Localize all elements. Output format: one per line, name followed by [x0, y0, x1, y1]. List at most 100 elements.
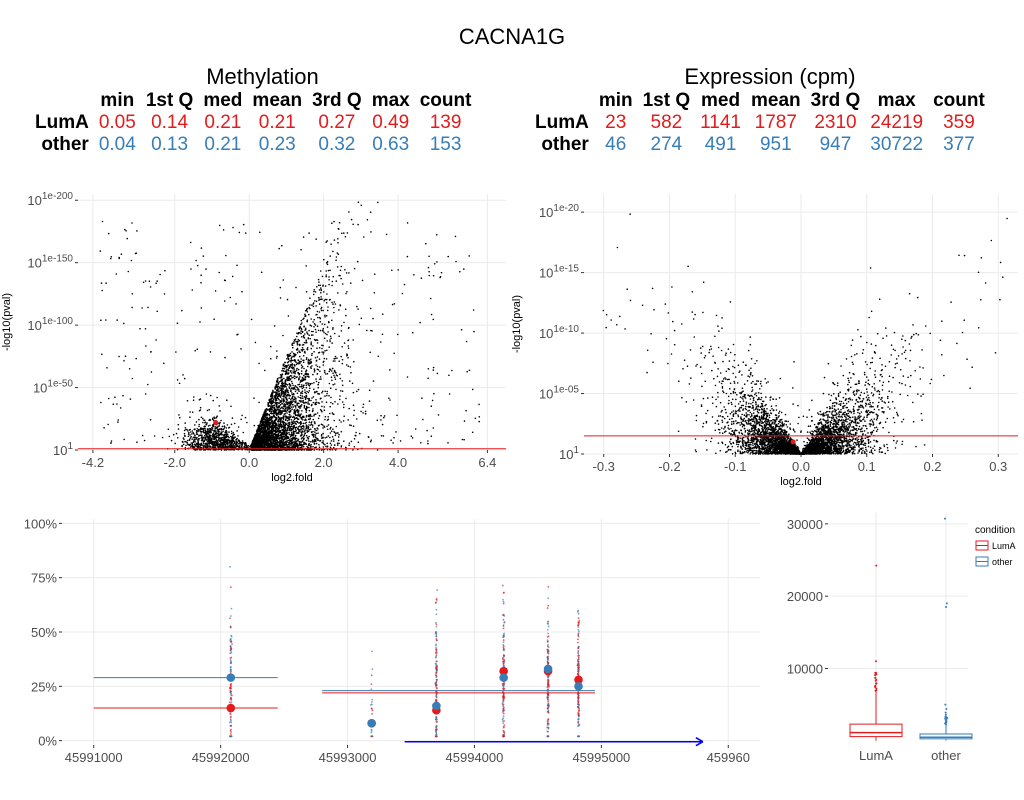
data-point [231, 445, 233, 448]
data-point [317, 297, 320, 299]
data-point [308, 409, 311, 412]
data-point [305, 397, 307, 400]
data-point [194, 428, 196, 430]
data-point [296, 332, 298, 334]
data-point [103, 427, 105, 429]
data-point [220, 443, 223, 445]
methylation-stats-cell: 153 [429, 134, 462, 155]
data-point [300, 434, 303, 437]
data-point [291, 446, 293, 448]
data-point [254, 442, 257, 444]
data-point [313, 443, 316, 445]
data-point [164, 269, 166, 272]
data-point [318, 415, 321, 417]
data-point [302, 378, 305, 380]
data-point [233, 422, 236, 425]
data-point [289, 377, 291, 380]
data-point [327, 424, 330, 426]
data-point [361, 279, 364, 282]
data-point [139, 327, 141, 330]
data-point [272, 390, 274, 393]
data-point [191, 443, 194, 446]
data-point [279, 401, 282, 403]
data-point [326, 372, 329, 375]
data-point [284, 409, 287, 412]
data-point [236, 444, 238, 446]
data-point [192, 399, 195, 401]
data-point [219, 446, 222, 448]
data-point [218, 428, 221, 430]
data-point [302, 343, 305, 346]
data-point [304, 419, 306, 421]
data-point [293, 377, 296, 380]
data-point [311, 426, 314, 428]
data-point [259, 437, 261, 439]
data-point [320, 423, 323, 426]
data-point [156, 280, 158, 282]
data-point [222, 430, 224, 433]
data-point [224, 356, 226, 359]
data-point [241, 290, 243, 293]
data-point [343, 440, 345, 443]
data-point [296, 342, 299, 345]
data-point [107, 423, 109, 426]
data-point [346, 354, 349, 356]
data-point [184, 427, 187, 429]
data-point [294, 385, 297, 387]
data-point [333, 431, 335, 433]
methylation-stats-cell: 0.21 [258, 112, 296, 133]
data-point [175, 432, 178, 435]
data-point [204, 443, 207, 445]
data-point [282, 385, 284, 388]
data-point [422, 418, 424, 421]
data-point [326, 394, 328, 397]
data-point [206, 444, 209, 447]
data-point [349, 380, 351, 382]
points [99, 201, 481, 451]
data-point [313, 433, 315, 436]
data-point [315, 446, 318, 449]
data-point [393, 303, 396, 305]
data-point [284, 396, 287, 399]
data-point [282, 415, 285, 417]
data-point [191, 430, 194, 432]
data-point [338, 398, 341, 401]
expression-stats-cell: 951 [759, 134, 792, 155]
data-point [281, 431, 284, 434]
methylation-stats-row-label: other [41, 134, 89, 155]
data-point [298, 327, 301, 329]
data-point [271, 402, 274, 404]
data-point [304, 401, 307, 404]
data-point [290, 406, 293, 408]
data-point [312, 418, 315, 421]
data-point [267, 422, 270, 425]
data-point [323, 409, 326, 411]
data-point [325, 274, 328, 276]
data-point [227, 438, 230, 441]
data-point [330, 401, 332, 404]
data-point [465, 409, 467, 412]
data-point [369, 440, 372, 443]
data-point [329, 436, 331, 439]
data-point [283, 367, 286, 370]
data-point [267, 443, 269, 445]
data-point [325, 298, 328, 301]
data-point [149, 286, 152, 288]
data-point [288, 419, 290, 421]
data-point [334, 303, 337, 305]
data-point [308, 442, 311, 445]
data-point [301, 322, 303, 324]
data-point [237, 426, 240, 428]
data-point [208, 443, 211, 445]
data-point [308, 313, 310, 316]
data-point [190, 268, 192, 270]
data-point [355, 431, 357, 434]
data-point [124, 355, 127, 357]
methylation-stats-corner [30, 90, 94, 112]
data-point [264, 427, 267, 430]
data-point [100, 401, 102, 404]
data-point [323, 426, 326, 428]
data-point [318, 449, 321, 451]
data-point [110, 440, 113, 442]
data-point [263, 431, 266, 434]
